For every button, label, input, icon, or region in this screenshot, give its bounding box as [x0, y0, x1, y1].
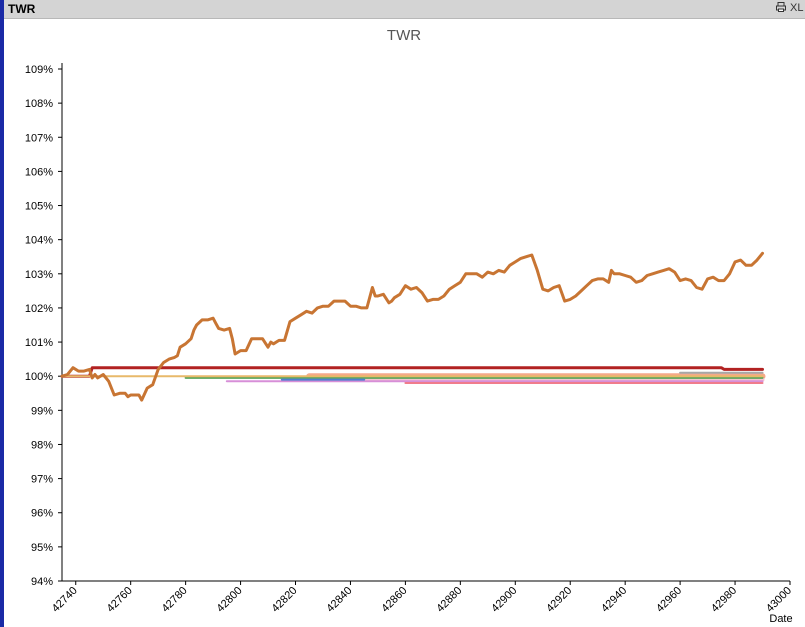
window-titlebar[interactable]: TWR XL — [4, 0, 805, 19]
x-tick-label: 43000 — [764, 585, 794, 615]
x-tick-label: 42760 — [105, 585, 135, 615]
y-tick-label: 103% — [25, 269, 53, 281]
y-tick-label: 107% — [25, 132, 53, 144]
y-tick-label: 109% — [25, 64, 53, 76]
x-axis-label: Date — [769, 613, 792, 625]
y-tick-label: 108% — [25, 98, 53, 110]
x-tick-label: 42840 — [324, 585, 354, 615]
window-title: TWR — [8, 2, 36, 16]
x-tick-label: 42880 — [434, 585, 464, 615]
x-tick-label: 42800 — [215, 585, 245, 615]
x-tick-label: 42780 — [160, 585, 190, 615]
x-tick-label: 42820 — [270, 585, 300, 615]
y-tick-label: 95% — [31, 542, 53, 554]
chart-title: TWR — [387, 27, 421, 44]
x-tick-label: 42920 — [544, 585, 574, 615]
window-left-border — [0, 0, 4, 627]
x-tick-label: 42940 — [599, 585, 629, 615]
y-tick-label: 94% — [31, 576, 53, 588]
x-axis-ticks: 42740 42760 42780 42800 42820 42840 42860 42880… — [50, 581, 794, 615]
series-line-0 — [60, 251, 764, 402]
x-tick-label: 42740 — [50, 585, 80, 615]
y-tick-label: 100% — [25, 371, 53, 383]
x-tick-label: 42960 — [654, 585, 684, 615]
y-tick-label: 106% — [25, 166, 53, 178]
y-tick-label: 99% — [31, 405, 53, 417]
chart-series — [60, 251, 766, 402]
y-tick-label: 102% — [25, 303, 53, 315]
y-tick-label: 104% — [25, 235, 53, 247]
y-tick-label: 105% — [25, 201, 53, 213]
twr-line-chart: TWR 94% 95% 96% 97% 98% 99% 100% 101% 102% 103% 10… — [25, 27, 794, 625]
x-tick-label: 42860 — [379, 585, 409, 615]
excel-export-button[interactable]: XL — [790, 2, 804, 14]
y-tick-label: 97% — [31, 474, 53, 486]
x-tick-label: 42980 — [709, 585, 739, 615]
printer-icon[interactable] — [776, 2, 786, 15]
y-tick-label: 101% — [25, 337, 53, 349]
x-tick-label: 42900 — [489, 585, 519, 615]
y-tick-label: 96% — [31, 508, 53, 520]
y-axis-ticks: 94% 95% 96% 97% 98% 99% 100% 101% 102% 103% 104% 10… — [25, 64, 62, 588]
y-tick-label: 98% — [31, 439, 53, 451]
